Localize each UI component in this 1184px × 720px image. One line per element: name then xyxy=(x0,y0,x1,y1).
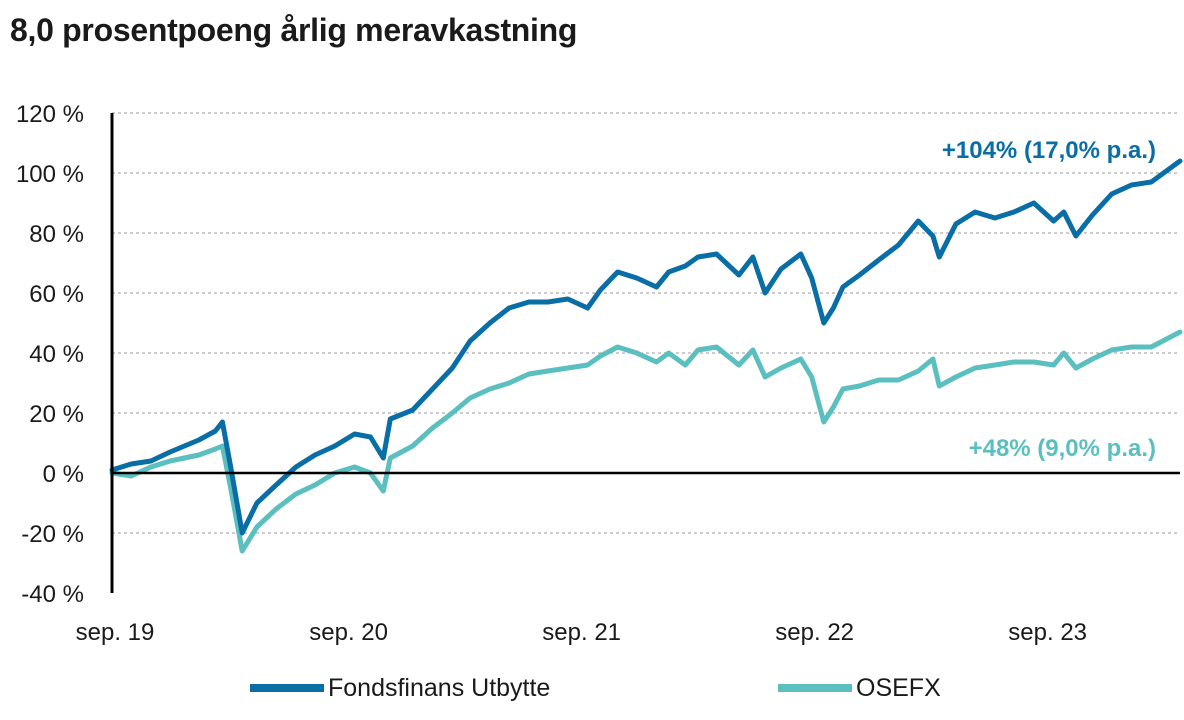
axes xyxy=(110,113,1180,593)
x-tick-labels: sep. 19 sep. 20 sep. 21 sep. 22 sep. 23 xyxy=(76,619,1087,646)
x-tick-label: sep. 19 xyxy=(76,619,155,646)
y-tick-label: 40 % xyxy=(29,341,84,368)
y-tick-label: 120 % xyxy=(16,101,84,128)
legend-item-osefx: OSEFX xyxy=(778,668,941,708)
y-tick-label: 60 % xyxy=(29,281,84,308)
y-tick-label: -40 % xyxy=(21,581,84,608)
legend-item-fondsfinans: Fondsfinans Utbytte xyxy=(250,668,550,708)
y-tick-label: 0 % xyxy=(43,461,84,488)
annotation-osefx-return: +48% (9,0% p.a.) xyxy=(969,435,1156,462)
y-tick-labels: 120 % 100 % 80 % 60 % 40 % 20 % 0 % -20 % -40 % xyxy=(16,101,84,608)
y-tick-label: -20 % xyxy=(21,521,84,548)
y-tick-label: 100 % xyxy=(16,161,84,188)
legend-label-osefx: OSEFX xyxy=(856,673,941,702)
y-tick-label: 80 % xyxy=(29,221,84,248)
series-line-osefx xyxy=(109,329,1183,554)
gridlines xyxy=(112,112,1180,534)
legend-swatch-osefx xyxy=(778,684,852,692)
chart-title: 8,0 prosentpoeng årlig meravkastning xyxy=(10,12,578,48)
x-tick-label: sep. 20 xyxy=(309,619,388,646)
series-line-fondsfinans xyxy=(109,158,1183,536)
legend-swatch-fondsfinans xyxy=(250,684,324,692)
x-tick-label: sep. 22 xyxy=(775,619,854,646)
y-tick-label: 20 % xyxy=(29,401,84,428)
x-tick-label: sep. 21 xyxy=(542,619,621,646)
series-lines xyxy=(109,158,1183,554)
annotation-fondsfinans-return: +104% (17,0% p.a.) xyxy=(942,137,1156,164)
x-tick-label: sep. 23 xyxy=(1008,619,1087,646)
legend-label-fondsfinans: Fondsfinans Utbytte xyxy=(328,673,551,702)
